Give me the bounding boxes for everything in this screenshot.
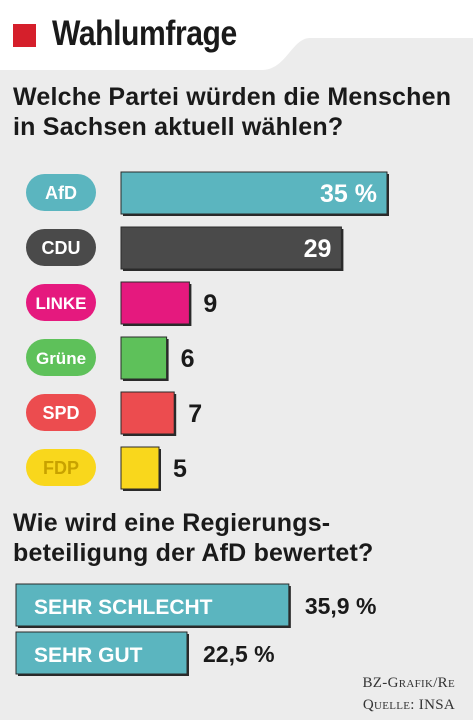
bar <box>120 226 342 270</box>
party-label: CDU <box>42 238 81 258</box>
bar-value-label: 7 <box>188 400 202 428</box>
rating-bar <box>15 631 188 675</box>
rating-value-label: 22,5 % <box>203 641 275 667</box>
party-label: Grüne <box>36 349 86 368</box>
question-line: Welche Partei würden die Menschen <box>13 83 452 111</box>
bar <box>120 391 175 435</box>
rating-category-label: SEHR SCHLECHT <box>34 596 213 619</box>
bar-value-label: 9 <box>203 290 217 318</box>
source-credit: BZ-Grafik/Re <box>362 675 455 691</box>
party-label: LINKE <box>36 294 87 313</box>
question-afd-rating: Wie wird eine Regierungs- beteiligung de… <box>13 508 373 568</box>
source-note: Quelle: INSA <box>362 697 455 713</box>
bar-value-label: 5 <box>173 455 187 483</box>
rating-bar <box>15 583 290 627</box>
question-line: Wie wird eine Regierungs- <box>13 509 331 537</box>
party-pill <box>26 339 96 376</box>
party-pill <box>26 394 96 431</box>
bar-value-label: 6 <box>181 345 195 373</box>
bar <box>120 171 388 215</box>
question-line: in Sachsen aktuell wählen? <box>13 113 344 141</box>
party-pill <box>26 449 96 486</box>
bar-value-label: 35 % <box>320 180 377 208</box>
rating-value-label: 35,9 % <box>305 593 377 619</box>
party-label: SPD <box>42 403 79 423</box>
party-label: AfD <box>45 183 77 203</box>
party-label: FDP <box>43 458 79 478</box>
question-line: beteiligung der AfD bewertet? <box>13 539 374 567</box>
header-tab <box>0 0 473 70</box>
page-title: Wahlumfrage <box>52 14 237 53</box>
bar-value-label: 29 <box>304 235 332 263</box>
party-pill <box>26 284 96 321</box>
party-pill <box>26 229 96 266</box>
party-pill <box>26 174 96 211</box>
bar <box>120 336 168 380</box>
red-square-icon <box>13 24 36 47</box>
bar <box>120 446 160 490</box>
rating-category-label: SEHR GUT <box>34 644 143 667</box>
question-party-vote: Welche Partei würden die Menschen in Sac… <box>13 82 451 142</box>
bar <box>120 281 190 325</box>
